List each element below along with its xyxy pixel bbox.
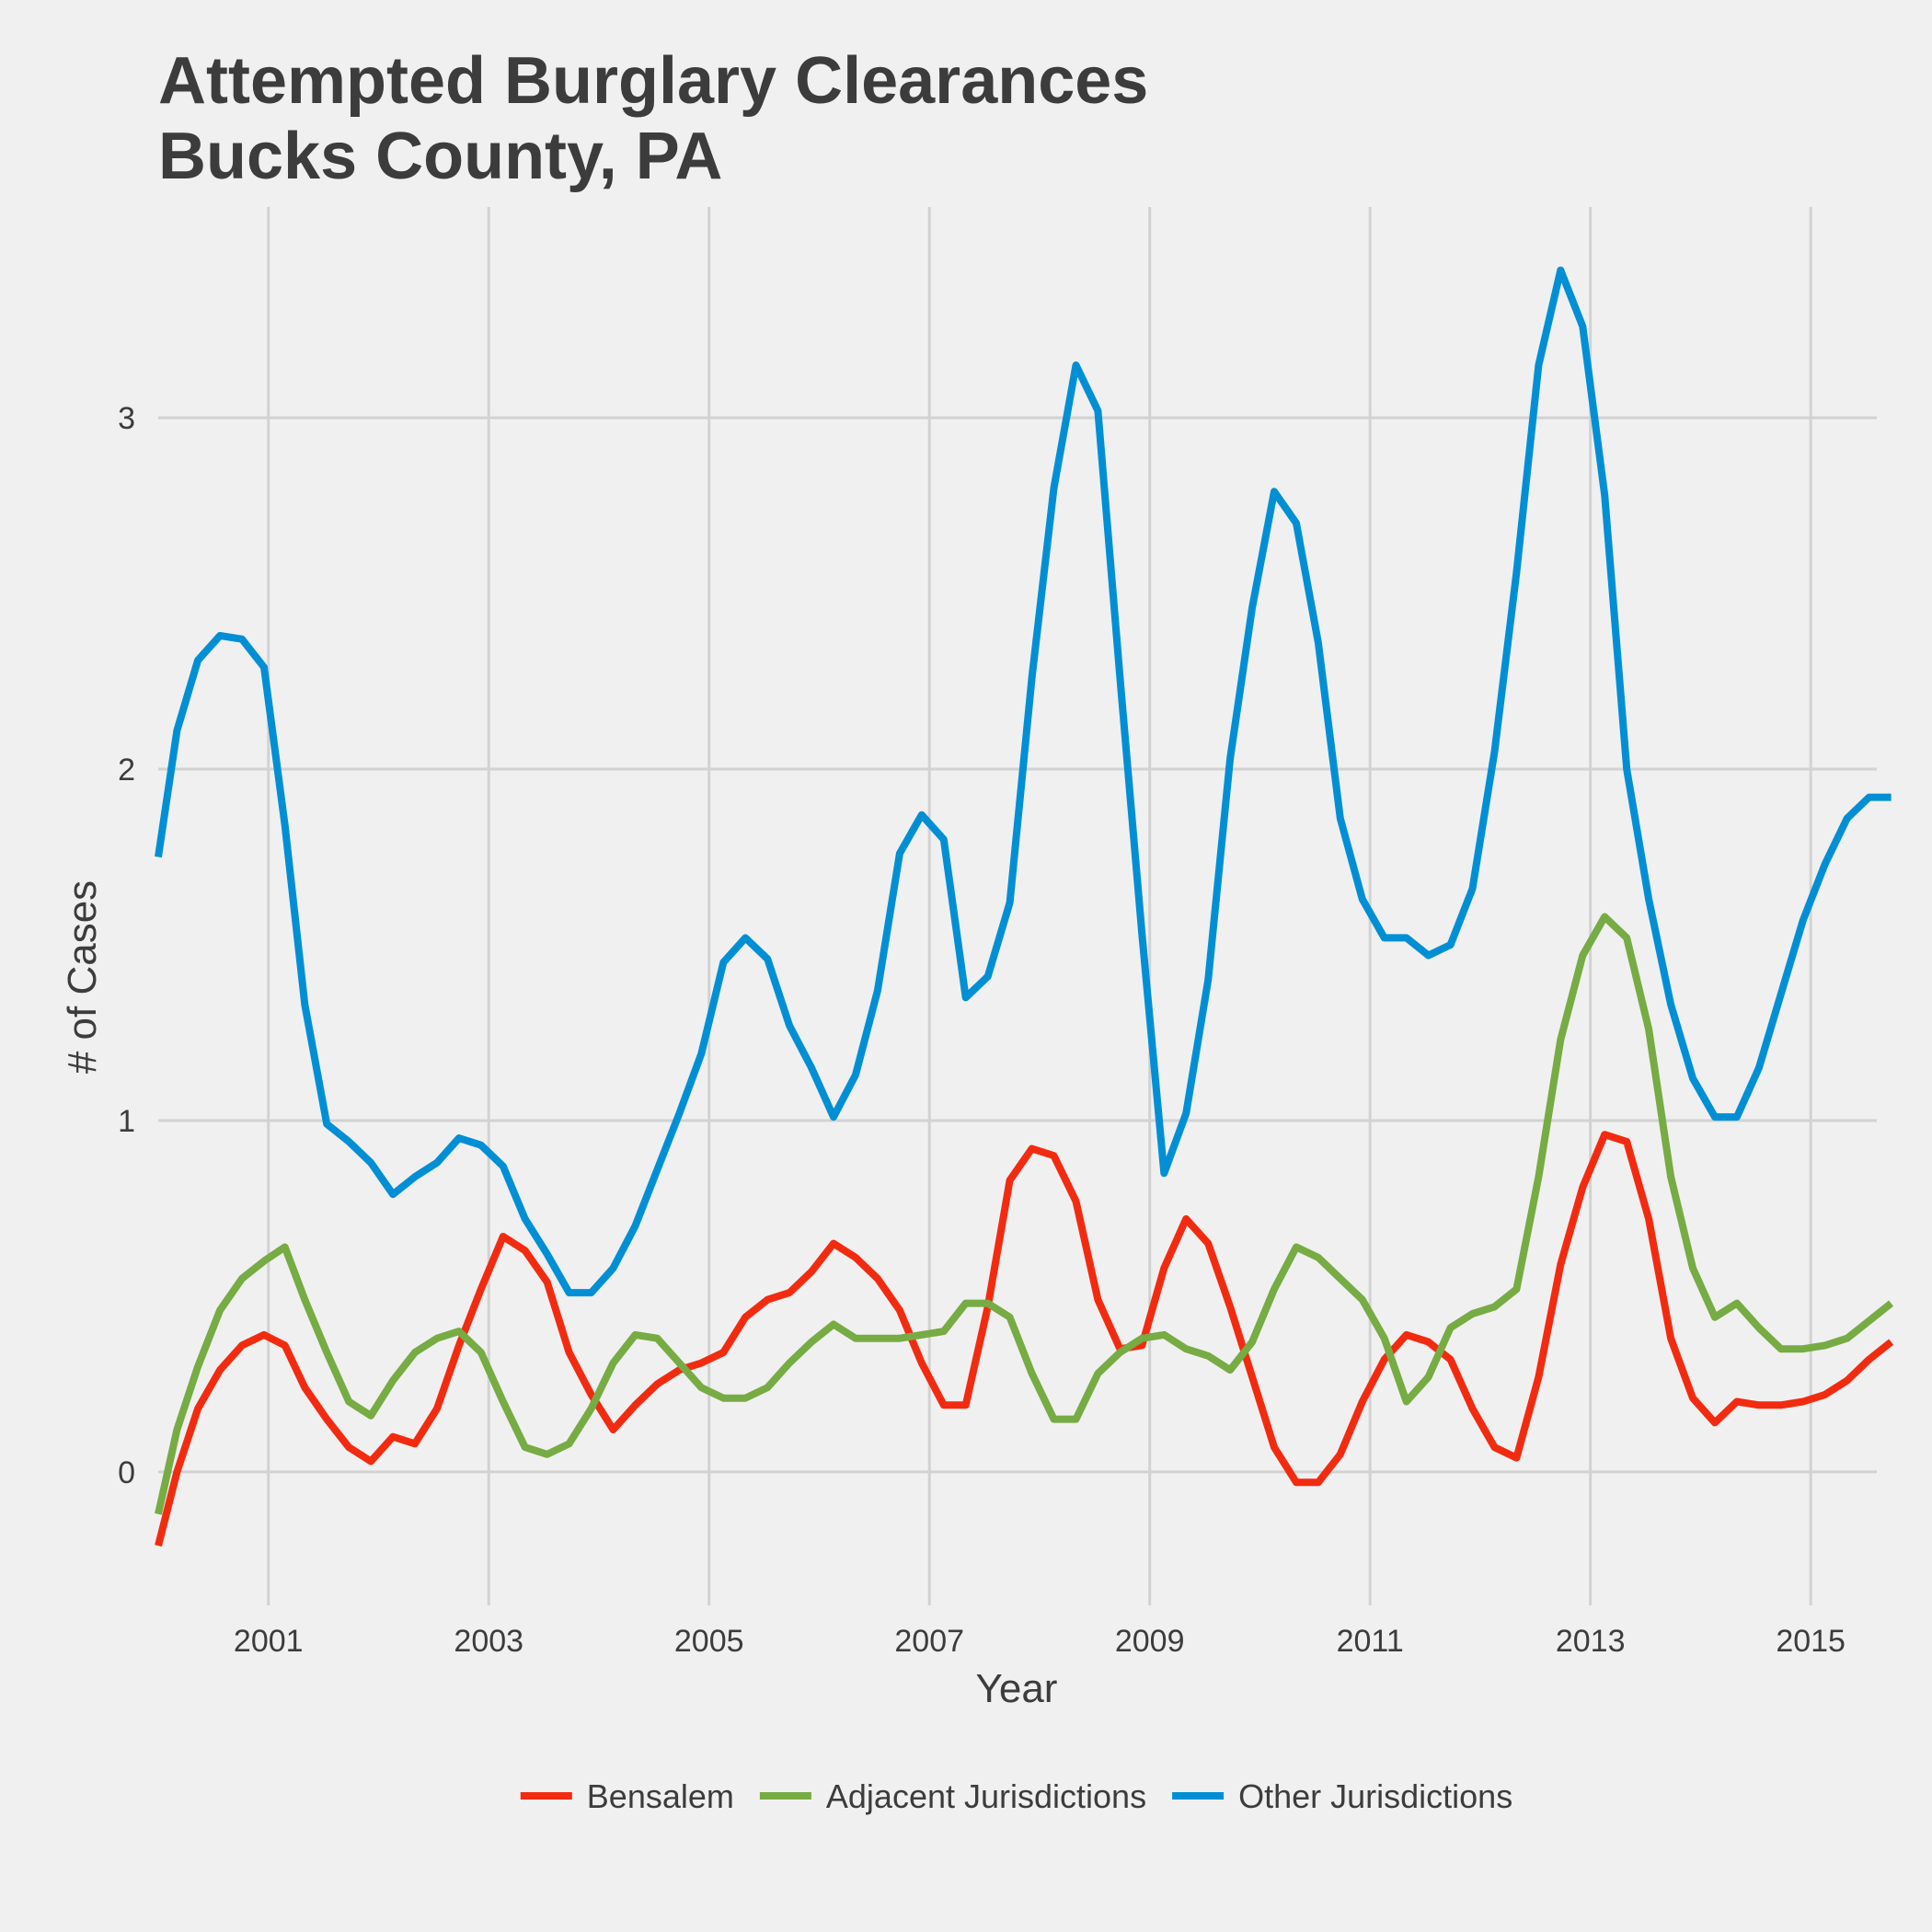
y-axis-title: # of Cases [60, 880, 105, 1074]
series-line-other-jurisdictions [155, 266, 1892, 1297]
y-tick-label-2: 2 [118, 753, 135, 788]
x-tick-label-2007: 2007 [894, 1624, 964, 1659]
x-tick-label-2009: 2009 [1115, 1624, 1185, 1659]
legend: Bensalem Adjacent Jurisdictions Other Juri… [520, 1777, 1512, 1815]
legend-item-bensalem: Bensalem [520, 1777, 734, 1815]
chart-title-line-2: Bucks County, PA [158, 120, 722, 193]
x-tick-label-2013: 2013 [1556, 1624, 1626, 1659]
series-line-adjacent-jurisdictions [155, 913, 1894, 1515]
y-tick-label-3: 3 [118, 401, 135, 436]
x-tick-label-2011: 2011 [1337, 1624, 1404, 1659]
legend-label: Bensalem [587, 1777, 734, 1815]
legend-item-adjacent-jurisdictions: Adjacent Jurisdictions [759, 1777, 1146, 1815]
legend-label: Other Jurisdictions [1238, 1777, 1512, 1815]
y-tick-label-0: 0 [118, 1455, 135, 1490]
x-tick-label-2015: 2015 [1776, 1624, 1846, 1659]
chart-title-line-1: Attempted Burglary Clearances [158, 44, 1148, 118]
series-lines [155, 266, 1894, 1547]
x-tick-label-2001: 2001 [234, 1624, 304, 1659]
x-axis-title: Year [976, 1666, 1058, 1711]
legend-item-other-jurisdictions: Other Jurisdictions [1172, 1777, 1512, 1815]
legend-label: Adjacent Jurisdictions [826, 1777, 1146, 1815]
x-tick-label-2003: 2003 [454, 1624, 523, 1659]
tick-labels: 0 1 2 3 2001 2003 2005 2007 2009 2011 2013 2015 [118, 401, 1846, 1659]
series-line-bensalem [155, 1131, 1894, 1547]
y-tick-label-1: 1 [118, 1104, 135, 1139]
x-tick-label-2005: 2005 [674, 1624, 744, 1659]
